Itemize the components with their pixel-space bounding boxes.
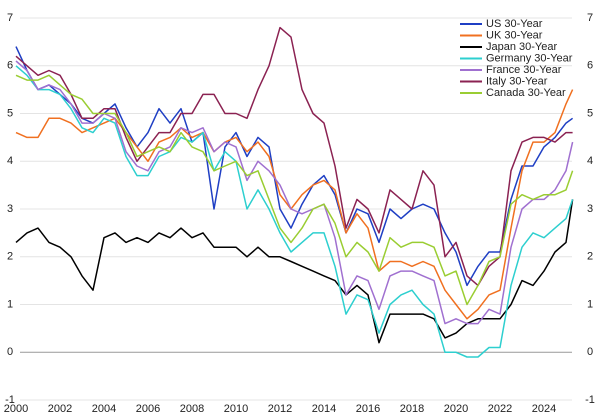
x-tick-label: 2004: [92, 403, 116, 415]
legend-label: Germany 30-Year: [486, 52, 573, 64]
x-tick-label: 2014: [312, 403, 336, 415]
y-tick-label: 0: [7, 346, 13, 358]
x-tick-label: 2012: [268, 403, 292, 415]
y2-tick-label: 3: [587, 203, 593, 215]
x-tick-label: 2010: [224, 403, 248, 415]
series-line: [15, 74, 574, 306]
legend-label: Canada 30-Year: [486, 87, 566, 99]
y2-tick-label: 2: [587, 251, 593, 263]
y-tick-label: 7: [7, 12, 13, 24]
x-tick-label: 2006: [136, 403, 160, 415]
legend-label: UK 30-Year: [486, 29, 543, 41]
y-tick-label: 1: [7, 298, 13, 310]
x-tick-label: 2024: [532, 403, 556, 415]
y2-tick-label: 7: [587, 12, 593, 24]
y-tick-label: 3: [7, 203, 13, 215]
x-tick-label: 2016: [356, 403, 380, 415]
legend-label: Japan 30-Year: [486, 41, 557, 53]
x-tick-label: 2020: [444, 403, 468, 415]
y2-tick-label: 5: [587, 107, 593, 119]
series-line: [15, 65, 574, 358]
y-tick-label: 6: [7, 60, 13, 72]
series-line: [15, 26, 573, 287]
series-line: [15, 199, 574, 344]
x-tick-label: 2022: [488, 403, 512, 415]
y-tick-label: 5: [7, 107, 13, 119]
legend-label: US 30-Year: [486, 18, 543, 30]
x-tick-label: 2018: [400, 403, 424, 415]
series-line: [15, 60, 574, 325]
x-tick-label: 2008: [180, 403, 204, 415]
y2-tick-label: 1: [587, 298, 593, 310]
y2-tick-label: 6: [587, 60, 593, 72]
y2-tick-label: 0: [587, 346, 593, 358]
y2-tick-label: 4: [587, 155, 593, 167]
y-tick-label: 4: [7, 155, 13, 167]
legend-label: France 30-Year: [486, 64, 562, 76]
legend-label: Italy 30-Year: [486, 75, 548, 87]
y-tick-label: -1: [5, 394, 15, 406]
y-tick-label: 2: [7, 251, 13, 263]
y2-tick-label: -1: [585, 394, 595, 406]
x-tick-label: 2000: [4, 403, 28, 415]
x-tick-label: 2002: [48, 403, 72, 415]
